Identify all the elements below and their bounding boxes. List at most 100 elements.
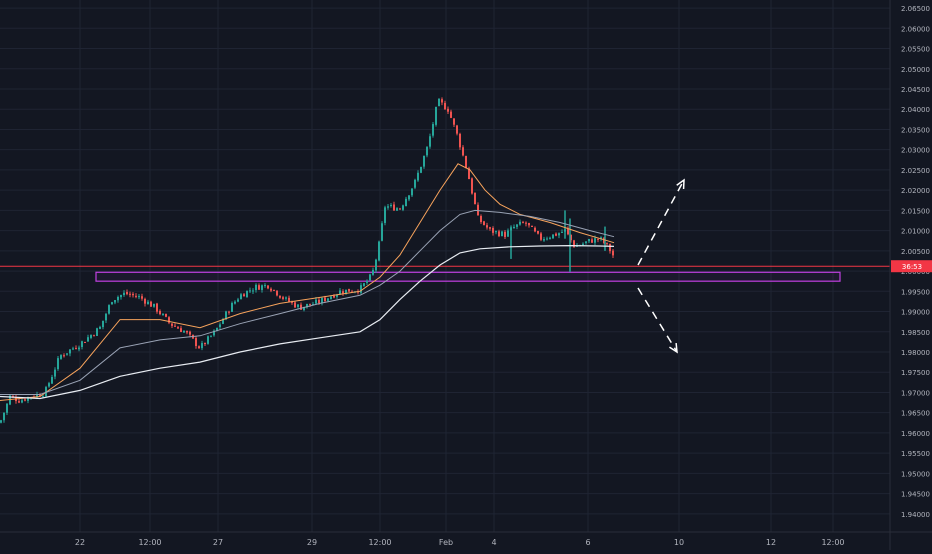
candle-body [309, 303, 311, 305]
candle-body [315, 299, 317, 304]
candle-body [183, 330, 185, 333]
candle-body [588, 238, 590, 242]
candle-body [195, 338, 197, 346]
candle-body [264, 285, 266, 287]
candle-body [324, 297, 326, 302]
y-tick-label: 2.03000 [901, 147, 930, 155]
candle-body [0, 420, 2, 423]
candle-body [522, 222, 524, 224]
projection-arrows-layer [637, 178, 685, 354]
candle-body [582, 243, 584, 246]
candle-body [468, 168, 470, 180]
x-tick-label: 12 [766, 538, 776, 547]
candle-body [282, 297, 284, 299]
candle-body [480, 216, 482, 223]
candle-body [261, 285, 263, 290]
candle-body [519, 221, 521, 225]
candle-body [528, 222, 530, 226]
y-tick-label: 2.06500 [901, 5, 930, 13]
y-tick-label: 2.05000 [901, 66, 930, 74]
candle-body [42, 395, 44, 397]
candle-body [189, 331, 191, 335]
candle-body [453, 118, 455, 125]
candle-body [360, 285, 362, 293]
candle-body [45, 387, 47, 397]
candle-body [462, 147, 464, 156]
candle-body [147, 301, 149, 305]
candle-body [240, 294, 242, 300]
candle-body [327, 298, 329, 301]
candle-body [99, 326, 101, 329]
candle-body [87, 337, 89, 342]
candle-body [219, 324, 221, 328]
candle-body [543, 239, 545, 241]
moving-averages-layer [0, 163, 615, 401]
candle-body [84, 341, 86, 343]
candle-body [129, 293, 131, 295]
candle-body [447, 108, 449, 112]
candle-body [318, 299, 320, 304]
x-tick-label: 12:00 [138, 538, 161, 547]
candle-body [117, 296, 119, 301]
candle-body [102, 320, 104, 328]
candle-body [96, 328, 98, 336]
candle-body [342, 291, 344, 294]
candle-body [36, 393, 38, 398]
candle-body [93, 335, 95, 337]
candle-body [477, 204, 479, 216]
candle-body [165, 313, 167, 317]
y-tick-label: 2.05500 [901, 46, 930, 54]
x-tick-label: Feb [439, 538, 453, 547]
candle-body [492, 227, 494, 233]
y-tick-label: 1.96500 [901, 410, 930, 418]
candle-body [549, 237, 551, 239]
candle-body [372, 269, 374, 275]
candle-body [537, 231, 539, 234]
x-tick-label: 29 [307, 538, 317, 547]
candle-body [153, 303, 155, 307]
candle-body [177, 327, 179, 329]
support-zone-layer [0, 265, 890, 282]
support-zone-rectangle [95, 271, 841, 282]
candle-body [300, 304, 302, 310]
candle-body [291, 301, 293, 303]
candle-body [417, 172, 419, 181]
y-tick-label: 1.97500 [901, 369, 930, 377]
candle-body [243, 294, 245, 297]
candle-body [144, 298, 146, 304]
candle-body [225, 311, 227, 320]
candle-body [126, 291, 128, 295]
candle-body [573, 240, 575, 247]
candle-body [591, 239, 593, 243]
candle-body [75, 347, 77, 349]
candle-body [27, 397, 29, 401]
y-tick-label: 2.01500 [901, 207, 930, 215]
candle-body [21, 400, 23, 403]
candle-body [375, 259, 377, 271]
candle-body [534, 227, 536, 232]
x-tick-label: 27 [213, 538, 223, 547]
y-tick-label: 2.01000 [901, 228, 930, 236]
candle-body [369, 274, 371, 281]
x-tick-label: 12:00 [368, 538, 391, 547]
candle-body [348, 288, 350, 292]
candle-body [387, 206, 389, 208]
candle-body [108, 305, 110, 314]
y-tick-label: 1.96000 [901, 430, 930, 438]
candle-body [336, 294, 338, 297]
candle-body [246, 290, 248, 298]
candle-body [384, 207, 386, 223]
candle-body [258, 285, 260, 290]
candle-body [114, 300, 116, 303]
candle-body [459, 133, 461, 148]
candle-body [60, 355, 62, 359]
candle-body [345, 289, 347, 295]
projection-arrow-down-line [637, 287, 678, 353]
candle-body [12, 396, 14, 398]
candle-body [516, 224, 518, 227]
candle-body [294, 302, 296, 308]
candle-body [333, 295, 335, 298]
